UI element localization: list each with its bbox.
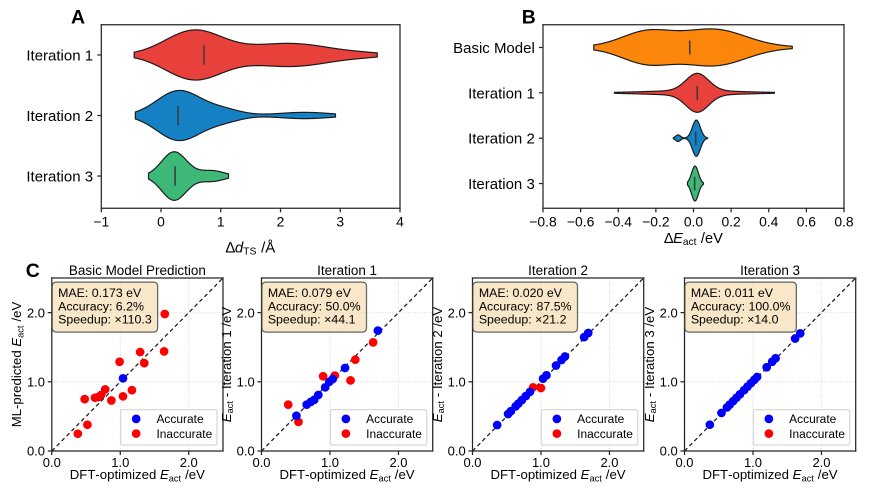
- svg-text:Iteration 1: Iteration 1: [317, 263, 377, 278]
- svg-text:−0.4: −0.4: [605, 214, 633, 230]
- svg-text:0.0: 0.0: [237, 444, 255, 459]
- svg-text:Inaccurate: Inaccurate: [577, 427, 633, 441]
- svg-text:Accuracy: 6.2%: Accuracy: 6.2%: [58, 299, 144, 313]
- svg-text:Accurate: Accurate: [156, 412, 203, 426]
- svg-text:Speedup: ×44.1: Speedup: ×44.1: [268, 313, 356, 327]
- svg-text:Accurate: Accurate: [789, 412, 836, 426]
- svg-text:3: 3: [336, 214, 344, 230]
- svg-text:Accurate: Accurate: [366, 412, 413, 426]
- svg-text:2.0: 2.0: [180, 455, 198, 470]
- svg-text:∆ / Å: ∆ / Å d T S: [226, 232, 282, 259]
- svg-text:0: 0: [157, 214, 165, 230]
- svg-text:Inaccurate: Inaccurate: [789, 427, 845, 441]
- svg-text:Iteration 3: Iteration 3: [26, 168, 93, 185]
- svg-text:MAE: 0.173 eV: MAE: 0.173 eV: [58, 286, 142, 300]
- svg-text:M L - p: M L - p r e d i c t e d / e V E a c t: [1, 295, 28, 427]
- svg-text:0.8: 0.8: [834, 214, 854, 230]
- svg-text:MAE: 0.079 eV: MAE: 0.079 eV: [268, 286, 352, 300]
- svg-text:0.0: 0.0: [660, 444, 678, 459]
- svg-text:1.0: 1.0: [27, 375, 45, 390]
- svg-text:Inaccurate: Inaccurate: [156, 427, 212, 441]
- svg-text:−0.8: −0.8: [529, 214, 557, 230]
- svg-text:1.0: 1.0: [111, 455, 129, 470]
- svg-text:Accurate: Accurate: [577, 412, 624, 426]
- svg-text:4: 4: [396, 214, 404, 230]
- svg-text:∆ / e: ∆ / e V E a c t: [664, 223, 729, 250]
- svg-text:1.0: 1.0: [532, 455, 550, 470]
- svg-text:2.0: 2.0: [389, 455, 407, 470]
- svg-text:2.0: 2.0: [812, 455, 830, 470]
- svg-text:0.0: 0.0: [43, 455, 61, 470]
- svg-text:2.0: 2.0: [448, 305, 466, 320]
- svg-text:Basic Model Prediction: Basic Model Prediction: [69, 263, 206, 278]
- svg-text:0.0: 0.0: [463, 455, 481, 470]
- svg-text:0.6: 0.6: [797, 214, 817, 230]
- svg-text:0.0: 0.0: [675, 455, 693, 470]
- svg-text:Accuracy: 87.5%: Accuracy: 87.5%: [479, 299, 572, 313]
- svg-text:Accuracy: 100.0%: Accuracy: 100.0%: [691, 299, 791, 313]
- svg-text:D F T -: D F T - o p t i m i z e d / e V E a c t: [279, 459, 420, 486]
- svg-text:B: B: [522, 7, 536, 29]
- svg-text:MAE: 0.020 eV: MAE: 0.020 eV: [479, 286, 563, 300]
- svg-text:A: A: [71, 7, 85, 29]
- svg-text:Iteration 2: Iteration 2: [26, 108, 93, 125]
- svg-text:Accuracy: 50.0%: Accuracy: 50.0%: [268, 299, 361, 313]
- svg-text:Inaccurate: Inaccurate: [366, 427, 422, 441]
- svg-text:Iteration 1: Iteration 1: [26, 47, 93, 64]
- svg-text:0.0: 0.0: [27, 444, 45, 459]
- svg-text:D F T -: D F T - o p t i m i z e d / e V E a c t: [70, 459, 211, 486]
- svg-text:C: C: [26, 260, 40, 282]
- svg-text:1: 1: [217, 214, 225, 230]
- svg-text:Speedup: ×14.0: Speedup: ×14.0: [691, 313, 779, 327]
- svg-text:Speedup: ×110.3: Speedup: ×110.3: [58, 313, 152, 327]
- svg-text:2.0: 2.0: [660, 305, 678, 320]
- svg-text:1.0: 1.0: [321, 455, 339, 470]
- svg-text:1.0: 1.0: [660, 375, 678, 390]
- svg-text:1.0: 1.0: [744, 455, 762, 470]
- svg-text:2.0: 2.0: [237, 305, 255, 320]
- svg-text:0.0: 0.0: [448, 444, 466, 459]
- svg-text:0.0: 0.0: [252, 455, 270, 470]
- svg-text:Iteration 1: Iteration 1: [468, 85, 535, 102]
- svg-text:D F T -: D F T - o p t i m i z e d / e V E a c t: [490, 459, 631, 486]
- svg-text:−1: −1: [93, 214, 109, 230]
- svg-text:2: 2: [277, 214, 285, 230]
- svg-text:2.0: 2.0: [600, 455, 618, 470]
- svg-text:Iteration 2: Iteration 2: [528, 263, 588, 278]
- svg-text:Iteration 3: Iteration 3: [740, 263, 800, 278]
- svg-text:D F T -: D F T - o p t i m i z e d / e V E a c t: [702, 459, 843, 486]
- svg-text:−0.6: −0.6: [567, 214, 595, 230]
- svg-text:1.0: 1.0: [448, 375, 466, 390]
- svg-text:Speedup: ×21.2: Speedup: ×21.2: [479, 313, 567, 327]
- svg-text:Iteration 2: Iteration 2: [468, 131, 535, 148]
- svg-text:1.0: 1.0: [237, 375, 255, 390]
- svg-text:E a c t: E a c t - I t e r a t i o n 1 / e V: [211, 307, 238, 423]
- svg-text:0.2: 0.2: [721, 214, 741, 230]
- svg-text:0.0: 0.0: [684, 214, 704, 230]
- svg-text:Iteration 3: Iteration 3: [468, 176, 535, 193]
- svg-text:2.0: 2.0: [27, 305, 45, 320]
- svg-text:MAE: 0.011 eV: MAE: 0.011 eV: [691, 286, 774, 300]
- svg-text:0.4: 0.4: [759, 214, 779, 230]
- svg-text:E a c t: E a c t - I t e r a t i o n 2 / e V: [422, 307, 449, 423]
- svg-text:E a c t: E a c t - I t e r a t i o n 3 / e V: [634, 307, 661, 423]
- svg-text:−0.2: −0.2: [642, 214, 670, 230]
- svg-text:Basic Model: Basic Model: [453, 40, 535, 57]
